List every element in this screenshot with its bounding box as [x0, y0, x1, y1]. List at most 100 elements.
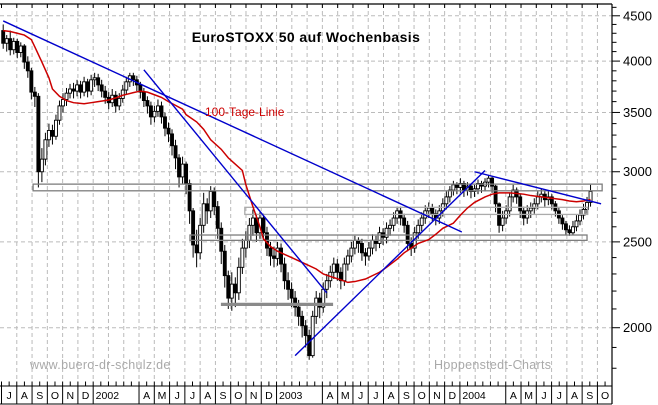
candle-body	[585, 201, 589, 210]
candle-body	[215, 206, 220, 229]
candle-body	[138, 84, 143, 93]
x-axis-month-label: S	[586, 390, 593, 402]
trend-lines	[2, 20, 602, 357]
candle-body	[416, 224, 421, 234]
chart-title: EuroSTOXX 50 auf Wochenbasis	[191, 29, 421, 45]
candle-body	[307, 335, 312, 357]
x-axis-month-label: O	[234, 390, 242, 402]
candle-body	[8, 38, 13, 51]
candle-body	[198, 224, 203, 254]
candle-body	[75, 84, 80, 92]
candle-body	[507, 196, 512, 212]
x-axis-month-label: J	[541, 390, 546, 402]
candle-body	[490, 177, 495, 187]
candle-body	[50, 130, 55, 137]
candle-body	[518, 196, 523, 212]
candle-body	[32, 91, 37, 97]
candle-body	[574, 220, 579, 228]
x-axis-month-label: A	[571, 390, 578, 402]
x-axis-month-label: N	[66, 390, 74, 402]
candle-body	[212, 191, 217, 208]
support-resistance-bands	[32, 183, 603, 306]
candle-body	[29, 70, 34, 93]
trendline-uptrend-2003	[294, 169, 486, 357]
candle-body	[532, 203, 537, 209]
candle-body	[335, 263, 340, 273]
y-axis-label: 2000	[623, 320, 652, 335]
level-band	[32, 183, 603, 192]
trendline-downtrend-2004	[474, 171, 602, 205]
candle-body	[310, 315, 315, 357]
x-axis-month-label: A	[388, 390, 395, 402]
candle-body	[57, 105, 62, 121]
moving-average-line	[3, 29, 591, 284]
candle-body	[454, 184, 459, 188]
candle-body	[331, 263, 336, 273]
candle-body	[243, 239, 248, 249]
x-axis-month-label: O	[601, 390, 609, 402]
candle-body	[581, 208, 586, 216]
candle-body	[25, 61, 30, 72]
axes-frame	[0, 3, 620, 405]
candle-body	[177, 157, 182, 178]
x-axis-year-label: 2003	[279, 390, 303, 402]
candle-body	[472, 188, 477, 192]
candle-body	[68, 88, 72, 94]
x-axis-month-label: A	[510, 390, 517, 402]
candle-body	[342, 263, 347, 282]
candle-body	[560, 217, 565, 225]
watermark-right: Hoppenstedt-Charts	[434, 358, 552, 372]
candle-body	[528, 207, 533, 212]
candle-body	[78, 84, 83, 93]
candle-body	[236, 266, 241, 294]
trendline-downtrend-2001-2003	[2, 20, 463, 233]
candle-body	[18, 45, 23, 53]
candle-body	[148, 105, 153, 118]
candle-body	[493, 185, 498, 205]
candle-body	[293, 297, 298, 308]
candle-body	[191, 210, 196, 246]
candle-body	[61, 99, 65, 107]
candle-body	[314, 297, 319, 317]
candle-body	[54, 119, 58, 137]
x-axis-month-label: J	[7, 390, 12, 402]
candle-body	[500, 217, 505, 226]
candle-body	[303, 325, 308, 336]
candle-body	[588, 191, 593, 203]
candle-body	[155, 105, 160, 112]
candle-body	[426, 207, 431, 212]
x-axis-month-label: A	[204, 390, 211, 402]
candle-body	[359, 242, 364, 254]
x-axis-month-label: A	[327, 390, 334, 402]
ma-100-line	[3, 29, 591, 284]
x-axis-year-label: 2004	[462, 390, 486, 402]
candle-body	[229, 283, 234, 299]
y-axis-label: 3500	[623, 105, 652, 120]
candle-body	[141, 91, 146, 102]
candle-body	[286, 280, 291, 290]
candle-body	[571, 226, 575, 234]
candle-body	[208, 191, 213, 212]
candle-body	[384, 227, 389, 238]
candle-body	[563, 223, 568, 231]
candle-body	[352, 239, 357, 249]
candle-body	[578, 214, 582, 222]
candle-body	[11, 40, 16, 51]
candle-body	[170, 133, 174, 147]
candle-body	[4, 38, 9, 44]
candle-body	[391, 217, 396, 226]
candle-body	[279, 247, 283, 265]
x-axis-month-label: M	[524, 390, 533, 402]
candle-body	[173, 145, 178, 159]
x-axis-month-label: S	[220, 390, 227, 402]
candle-body	[22, 45, 27, 63]
candle-body	[261, 217, 266, 234]
candle-body	[96, 77, 101, 86]
level-band	[244, 206, 589, 216]
candle-body	[349, 247, 354, 257]
candle-body	[300, 315, 305, 327]
candle-body	[117, 97, 122, 107]
x-axis-month-label: S	[36, 390, 43, 402]
y-axis-label: 2500	[623, 234, 652, 249]
